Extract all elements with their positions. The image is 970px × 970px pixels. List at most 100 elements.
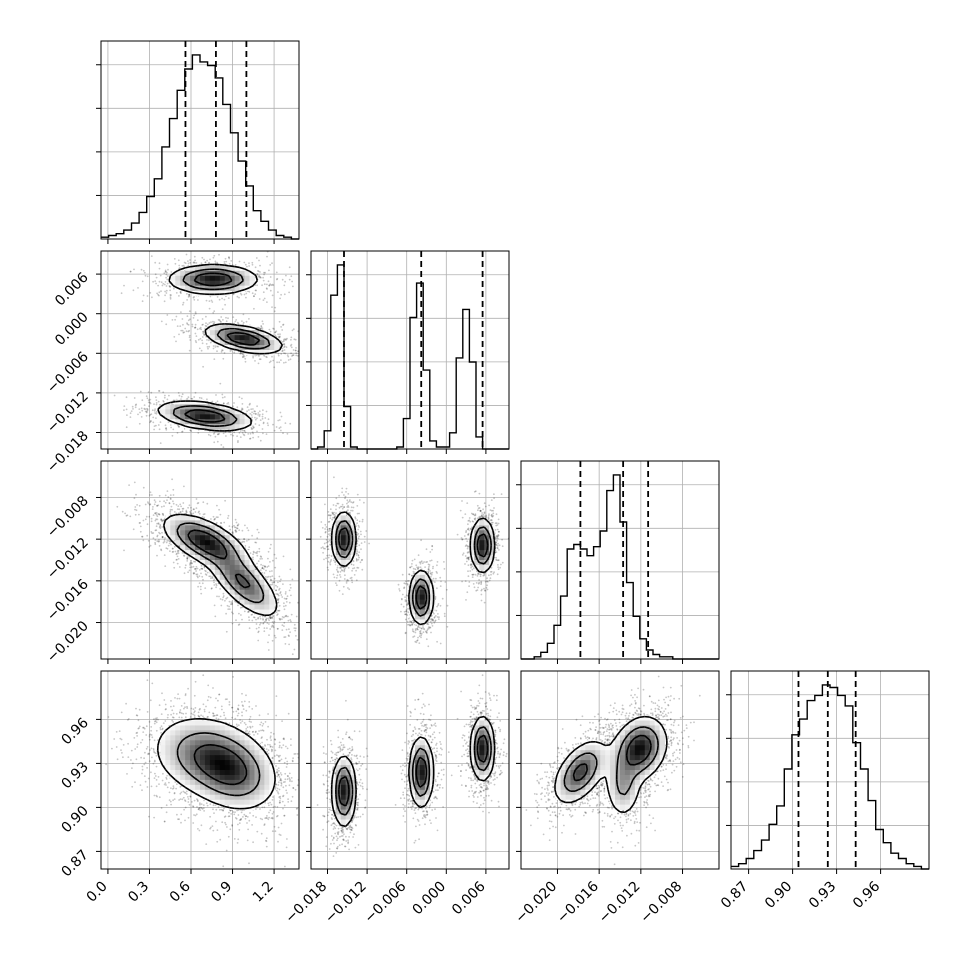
sample-point [164, 565, 167, 567]
density-cell [200, 409, 206, 415]
density-cell [224, 275, 231, 282]
sample-point [275, 426, 278, 428]
sample-point [248, 262, 250, 265]
sample-point [159, 525, 162, 527]
density-cell [219, 335, 226, 341]
sample-point [162, 391, 165, 394]
sample-point [283, 338, 286, 341]
sample-point [220, 522, 222, 524]
sample-point [188, 334, 191, 337]
sample-point [155, 525, 158, 528]
sample-point [182, 323, 184, 326]
contour-line [209, 324, 215, 328]
sample-point [187, 262, 190, 265]
density-cell [204, 285, 211, 291]
sample-point [258, 358, 261, 361]
sample-point [218, 319, 221, 322]
density-cell [234, 325, 240, 331]
sample-point [290, 343, 293, 346]
sample-point [133, 268, 135, 271]
sample-point [158, 390, 161, 392]
contour-line [199, 423, 206, 427]
contour-line [193, 279, 196, 282]
sample-point [166, 263, 169, 266]
density-cell [204, 409, 211, 415]
sample-point [162, 400, 165, 403]
sample-point [267, 565, 270, 567]
sample-point [208, 345, 211, 348]
sample-point [200, 397, 203, 400]
sample-point [197, 502, 200, 504]
sample-point [290, 275, 293, 278]
density-cell [175, 409, 181, 415]
sample-point [225, 630, 228, 633]
sample-point [168, 539, 170, 542]
sample-point [240, 614, 242, 616]
sample-point [155, 276, 158, 279]
contour-line [239, 410, 245, 415]
sample-point [239, 606, 242, 609]
sample-point [251, 534, 254, 537]
sample-point [266, 576, 269, 578]
sample-point [211, 400, 214, 403]
sample-point [201, 336, 204, 338]
sample-point [162, 400, 165, 402]
density-cell [259, 330, 265, 336]
contour-line [182, 275, 186, 281]
sample-point [151, 296, 153, 299]
sample-point [237, 624, 240, 626]
sample-point [251, 427, 254, 430]
sample-point [151, 409, 154, 412]
sample-point [288, 589, 291, 592]
density-cell [229, 285, 236, 291]
sample-point [194, 323, 197, 326]
sample-point [213, 254, 216, 257]
contour-line [273, 336, 280, 341]
sample-point [171, 547, 174, 550]
sample-point [292, 349, 295, 351]
sample-point [260, 325, 263, 327]
sample-point [212, 256, 215, 259]
sample-point [185, 253, 188, 256]
x-tick-label: 0.90 [762, 879, 795, 912]
sample-point [214, 615, 217, 618]
sample-point [248, 610, 250, 613]
sample-point [176, 558, 178, 561]
sample-point [156, 504, 159, 507]
sample-point [256, 550, 259, 553]
sample-point [146, 523, 149, 526]
sample-point [237, 441, 239, 444]
density-cell [195, 424, 201, 430]
sample-point [194, 568, 197, 570]
sample-point [235, 530, 238, 533]
sample-point [173, 545, 176, 548]
sample-point [249, 412, 252, 415]
sample-point [183, 261, 186, 264]
sample-point [216, 595, 218, 598]
sample-point [267, 641, 269, 644]
sample-point [260, 325, 263, 328]
contour-line [209, 406, 216, 410]
sample-point [283, 343, 286, 346]
density-cell [214, 275, 221, 282]
sample-point [188, 336, 191, 339]
sample-point [209, 295, 212, 298]
sample-point [228, 256, 230, 259]
sample-point [289, 422, 292, 425]
sample-point [281, 350, 284, 352]
sample-point [157, 513, 160, 515]
sample-point [243, 610, 246, 613]
sample-point [185, 510, 188, 513]
sample-point [279, 411, 282, 414]
sample-point [172, 428, 175, 431]
sample-point [208, 261, 210, 264]
histogram-3 [731, 684, 929, 870]
sample-point [181, 329, 184, 332]
sample-point [218, 432, 221, 435]
sample-point [242, 356, 244, 359]
sample-point [191, 323, 194, 326]
sample-point [253, 551, 255, 554]
density-cell [229, 419, 236, 425]
density-cell [224, 414, 231, 420]
sample-point [188, 310, 191, 313]
